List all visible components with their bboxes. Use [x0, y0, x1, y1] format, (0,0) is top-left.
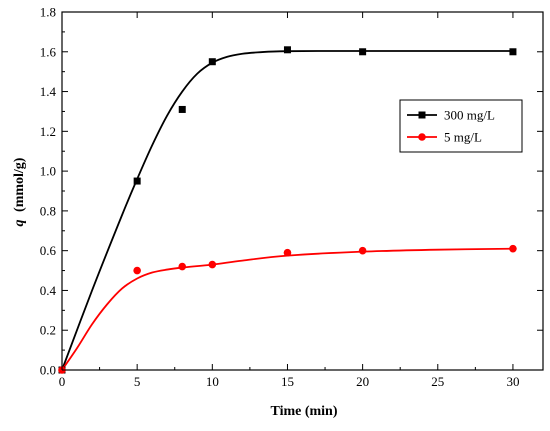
data-point-series-1	[509, 244, 517, 253]
y-tick-label: 1.6	[40, 44, 57, 59]
data-point-series-1	[358, 246, 367, 255]
y-tick-label: 1.0	[40, 164, 56, 179]
y-axis-title: q (mmol/g)	[12, 157, 27, 226]
fit-lines	[61, 50, 513, 371]
fit-line-series-1	[61, 247, 513, 371]
data-point-series-1	[208, 260, 217, 269]
data-point-series-0	[208, 58, 216, 66]
data-point-series-1	[133, 266, 141, 275]
x-tick-label: 25	[431, 374, 444, 389]
data-point-series-0	[359, 48, 367, 56]
y-tick-label: 0.4	[40, 283, 57, 298]
legend-label-series-1: 5 mg/L	[444, 130, 482, 145]
data-point-series-1	[283, 248, 292, 257]
legend: 300 mg/L 5 mg/L	[399, 99, 523, 153]
legend-label-series-0: 300 mg/L	[444, 108, 495, 123]
fit-line-series-0	[61, 50, 513, 371]
x-tick-label: 10	[206, 374, 219, 389]
y-tick-label: 0.6	[40, 243, 57, 258]
legend-marker-series-1	[418, 133, 426, 141]
y-tick-label: 1.8	[40, 5, 56, 20]
data-point-series-0	[283, 46, 291, 54]
plot-area	[61, 11, 544, 371]
legend-box	[399, 99, 523, 153]
x-tick-label: 20	[356, 374, 369, 389]
data-point-series-0	[178, 105, 186, 113]
x-tick-label: 30	[506, 374, 519, 389]
y-tick-label: 0.0	[40, 363, 56, 378]
x-axis-title: Time (min)	[270, 404, 337, 419]
x-tick-label: 15	[281, 374, 294, 389]
data-markers	[58, 46, 517, 374]
y-axis-unit: (mmol/g)	[12, 157, 27, 212]
y-tick-label: 0.8	[40, 203, 56, 218]
legend-marker-series-0	[418, 111, 426, 119]
x-tick-label: 5	[134, 374, 141, 389]
y-axis-symbol: q	[12, 219, 27, 226]
y-tick-label: 1.4	[40, 84, 57, 99]
y-tick-label: 0.2	[40, 323, 56, 338]
data-point-series-0	[133, 177, 141, 185]
plot-frame	[61, 11, 544, 371]
x-tick-label: 0	[59, 374, 66, 389]
axis-ticks: 0 5 10 15 20 25 30 0.0 0.2 0.4 0.6 0.8 1.0 1.2 1.4 1.6 1…	[40, 5, 543, 389]
data-point-series-0	[509, 48, 517, 56]
y-tick-label: 1.2	[40, 124, 56, 139]
data-point-series-1	[178, 262, 187, 271]
